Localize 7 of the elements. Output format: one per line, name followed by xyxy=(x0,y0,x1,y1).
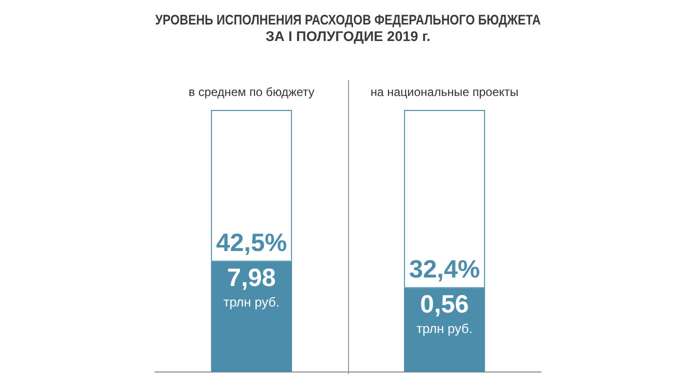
chart-title: УРОВЕНЬ ИСПОЛНЕНИЯ РАСХОДОВ ФЕДЕРАЛЬНОГО БЮДЖЕТА ЗА I ПОЛУГОДИЕ 2019 г. xyxy=(155,11,542,44)
data-label: 32,4% xyxy=(409,256,480,284)
x-tick-label: в среднем по бюджету xyxy=(188,85,314,100)
annotation: 0,56 трлн руб. xyxy=(416,290,472,336)
annotation: 7,98 трлн руб. xyxy=(224,264,280,310)
x-tick-label: на национальные проекты xyxy=(370,85,519,100)
data-label: 42,5% xyxy=(216,229,287,258)
